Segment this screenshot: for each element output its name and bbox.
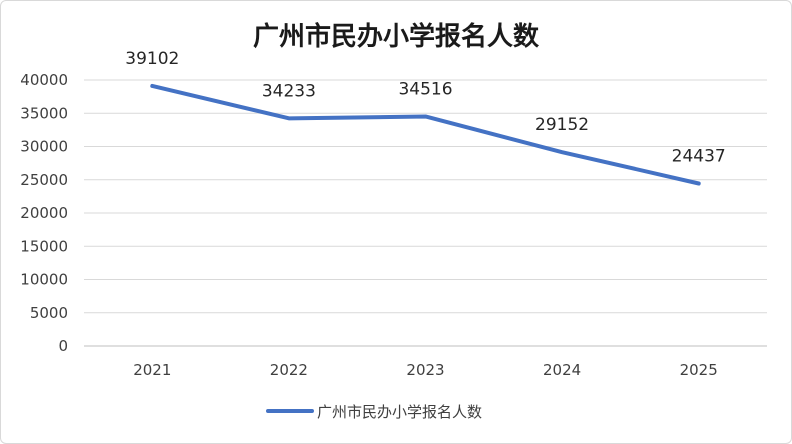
y-tick-label: 30000: [20, 138, 68, 156]
data-label: 34233: [262, 81, 316, 101]
chart-title: 广州市民办小学报名人数: [252, 22, 539, 52]
x-tick-label: 2021: [133, 361, 171, 379]
x-tick-label: 2022: [270, 361, 308, 379]
legend-label: 广州市民办小学报名人数: [317, 403, 482, 421]
x-tick-label: 2024: [543, 361, 581, 379]
y-tick-label: 10000: [20, 271, 68, 289]
y-tick-label: 25000: [20, 171, 68, 189]
y-axis-ticks: 0 5000 10000 15000 20000 25000 30000 35000 40000: [20, 71, 68, 355]
x-axis-ticks: 2021 2022 2023 2024 2025: [133, 361, 718, 379]
y-tick-label: 15000: [20, 237, 68, 255]
y-tick-label: 20000: [20, 204, 68, 222]
data-label: 29152: [535, 115, 589, 135]
series-line: [150, 83, 701, 186]
y-tick-label: 35000: [20, 104, 68, 122]
data-label: 24437: [672, 146, 726, 166]
legend: 广州市民办小学报名人数: [266, 403, 482, 421]
y-tick-label: 40000: [20, 71, 68, 89]
x-tick-label: 2025: [680, 361, 718, 379]
gridlines: [84, 79, 767, 347]
x-tick-label: 2023: [406, 361, 444, 379]
y-tick-label: 0: [58, 337, 68, 355]
data-labels: 39102 34233 34516 29152 24437: [125, 49, 725, 167]
data-label: 39102: [125, 49, 179, 69]
series-group: [150, 83, 701, 186]
y-tick-label: 5000: [30, 304, 68, 322]
data-label: 34516: [398, 79, 452, 99]
